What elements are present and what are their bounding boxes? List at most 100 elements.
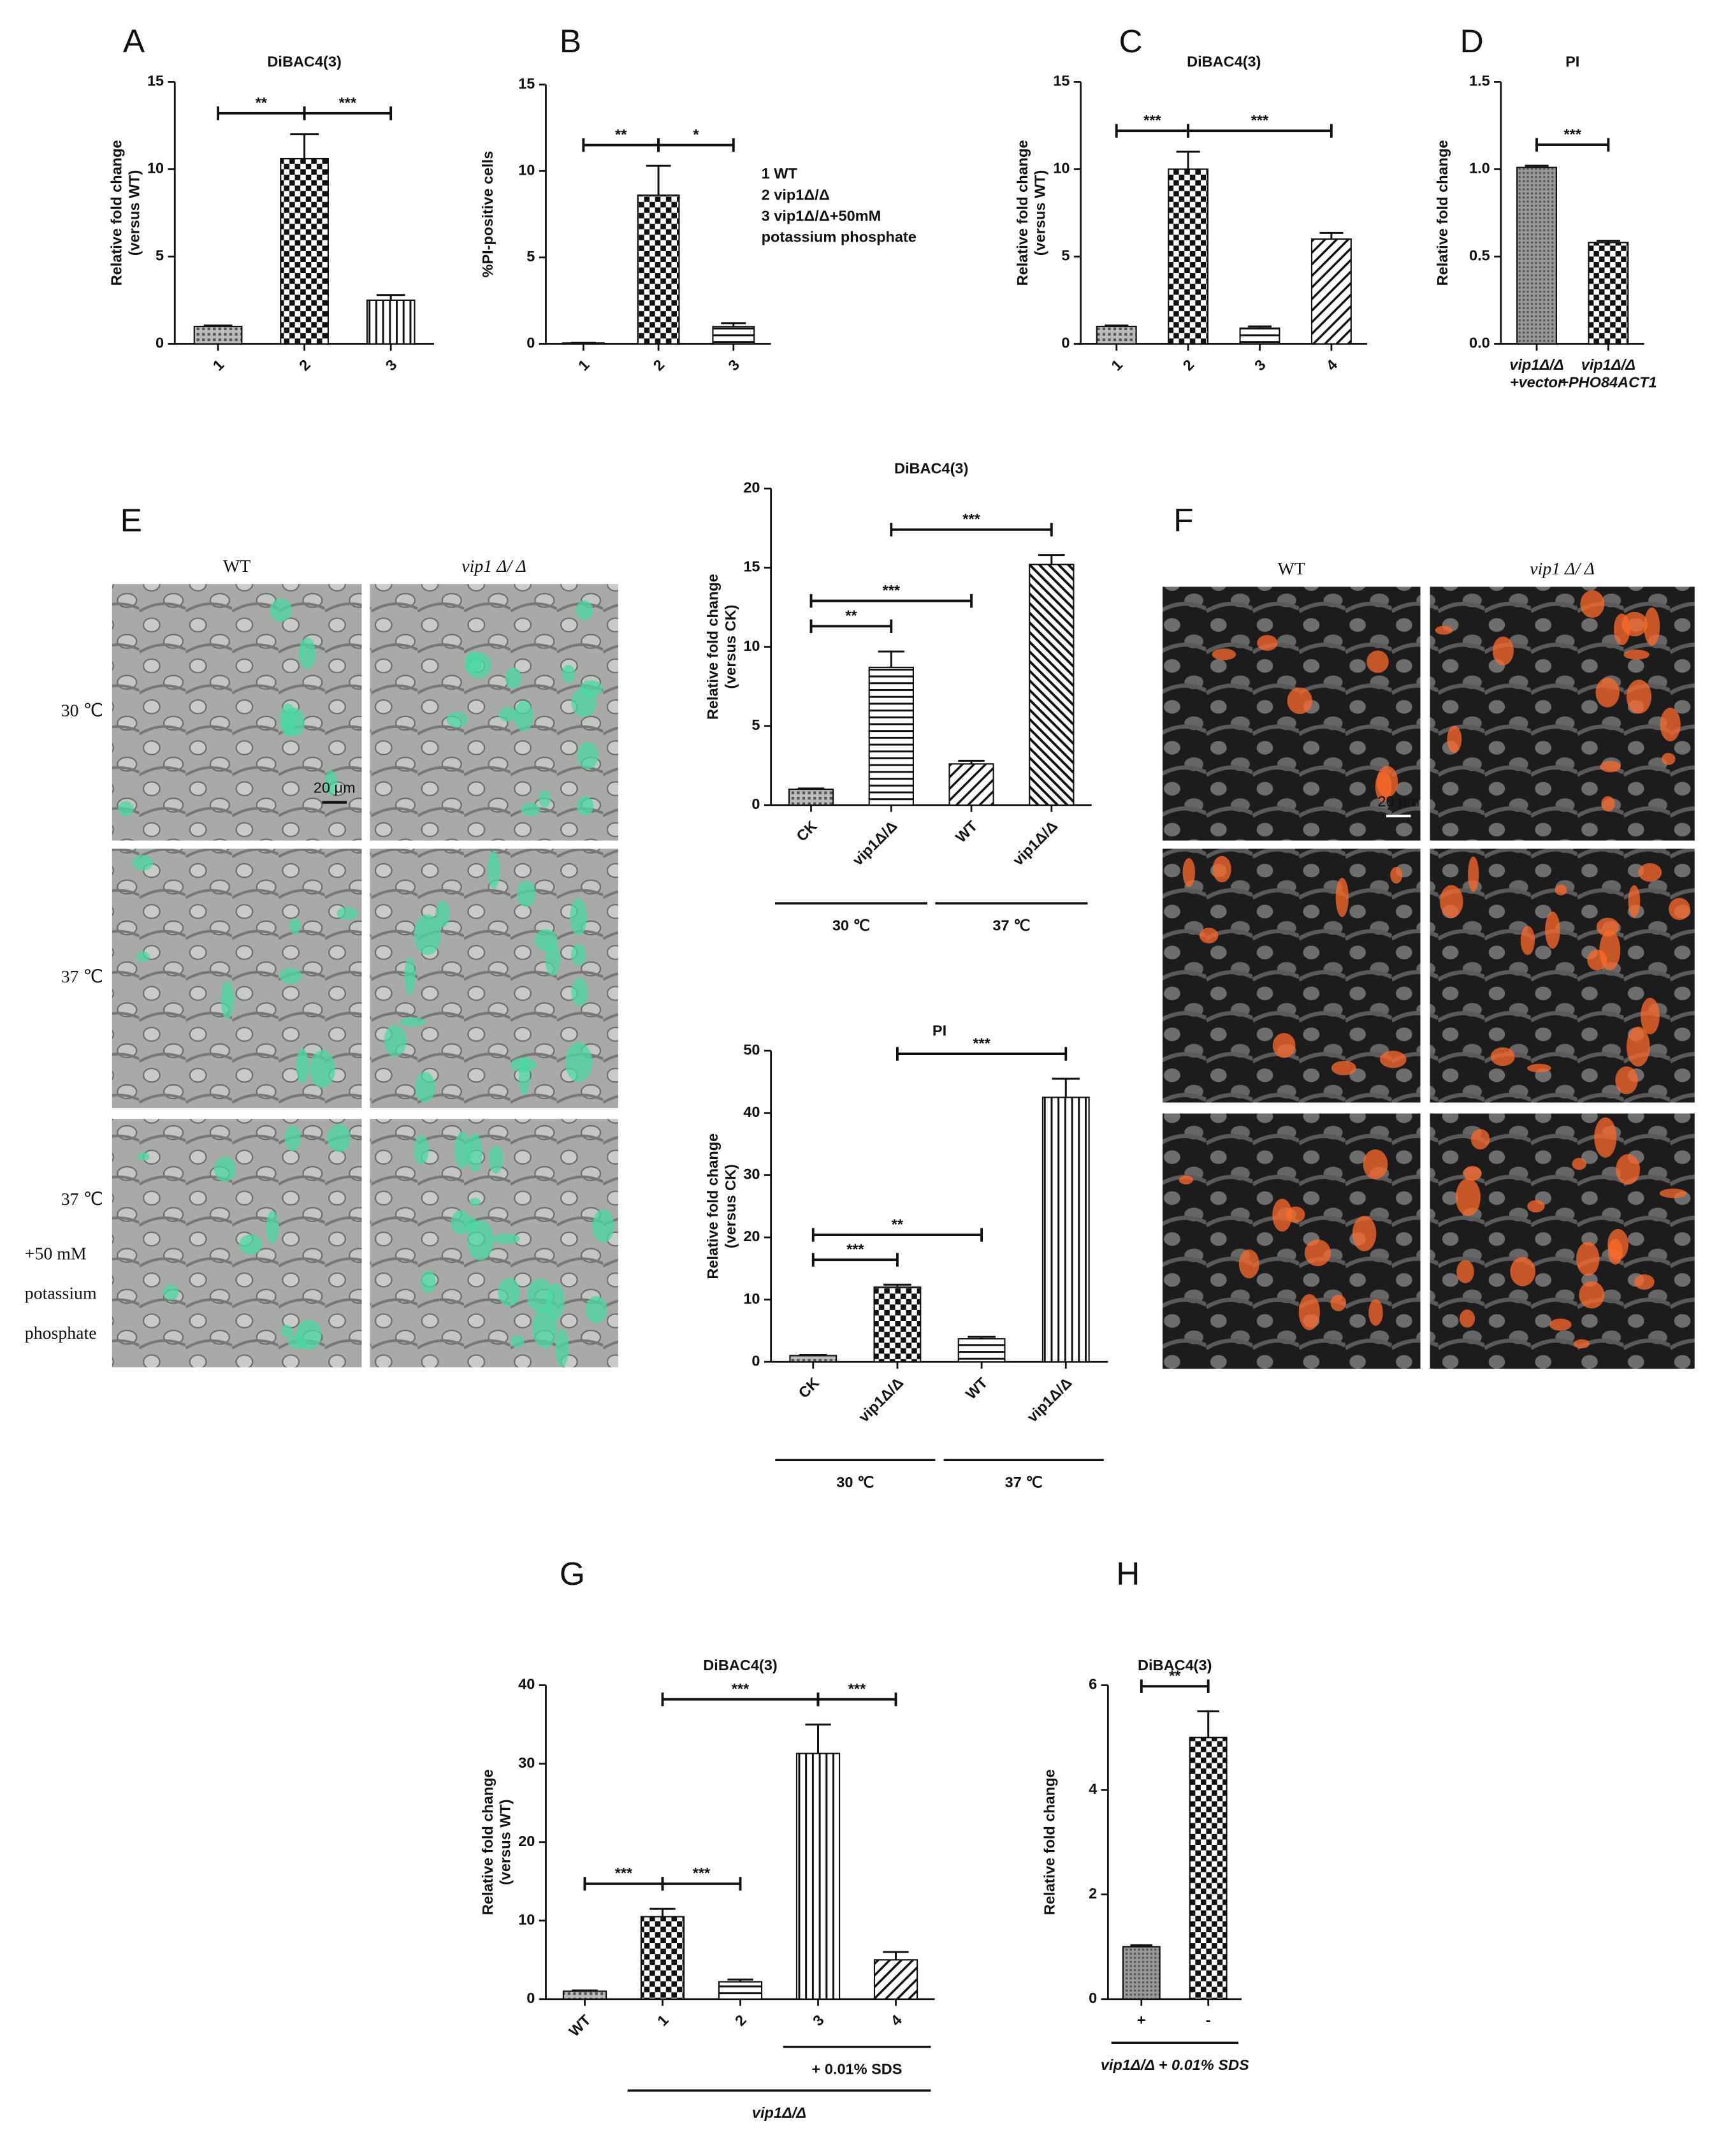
fluorescent-cell [1379, 1051, 1407, 1068]
y-tick-label: 20 [743, 1228, 760, 1244]
x-tick-label: 4 [887, 2011, 905, 2029]
fluorescent-cell [1669, 898, 1690, 921]
error-bar [1052, 1077, 1080, 1098]
fluorescent-cell [163, 1284, 179, 1300]
fluorescent-cell [1352, 1216, 1377, 1251]
x-tick-label: - [1206, 2011, 1211, 2028]
significance-bracket [1535, 138, 1610, 152]
fluorescent-cell [1470, 1128, 1490, 1150]
y-axis-label: (versus CK) [722, 605, 739, 689]
fluorescent-cell [534, 929, 558, 951]
fluorescent-cell [1510, 1256, 1535, 1286]
y-tick-label: 5 [751, 717, 760, 733]
error-bar [958, 759, 985, 764]
fluorescent-cell [270, 598, 293, 622]
fluorescent-cell [1641, 998, 1660, 1035]
legend-text: potassium phosphate [762, 229, 917, 245]
y-tick-label: 20 [743, 479, 760, 496]
fluorescent-cell [413, 1135, 429, 1165]
significance-bracket [809, 619, 893, 634]
x-tick-label: vip1Δ/Δ [855, 1374, 906, 1425]
y-axis-label: Relative fold change [1434, 140, 1451, 286]
x-tick-label: 3 [809, 2011, 827, 2029]
x-tick-label: 1 [1108, 356, 1126, 374]
group-label: 37 ℃ [992, 917, 1030, 934]
fluorescent-cell [298, 637, 316, 669]
y-tick-label: 15 [147, 73, 164, 89]
bar [1096, 325, 1137, 345]
group-label: 30 ℃ [836, 1474, 874, 1490]
fluorescent-cell [309, 1050, 335, 1088]
fluorescent-cell [1468, 856, 1479, 892]
row-label: +50 mM [25, 1244, 87, 1264]
fluorescent-cell [467, 1133, 482, 1172]
column-label: vip1 Δ/ Δ [1530, 559, 1595, 579]
y-tick-label: 0.5 [1469, 247, 1490, 264]
error-bar [1247, 325, 1272, 328]
error-bar [290, 133, 319, 159]
fluorescent-cell [1526, 1063, 1551, 1073]
fluorescent-cell [1601, 796, 1615, 812]
fluorescent-cell [1623, 650, 1650, 660]
fluorescent-cell [1527, 1200, 1545, 1213]
fluorescent-cell [1600, 761, 1621, 773]
y-tick-label: 1.0 [1469, 160, 1490, 177]
fluorescent-cell [571, 977, 588, 1007]
bar [637, 194, 680, 345]
fluorescent-cell [1257, 635, 1278, 651]
fluorescent-cell [132, 855, 154, 871]
y-tick-label: 1.5 [1469, 73, 1490, 89]
significance-label: ** [615, 126, 627, 143]
bar [1168, 168, 1209, 345]
significance-bracket [811, 1253, 899, 1267]
bar [868, 666, 914, 806]
fluorescent-cell [539, 790, 551, 808]
bar [789, 1355, 837, 1363]
significance-label: *** [1563, 126, 1581, 142]
row-label: 30 ℃ [61, 701, 103, 721]
significance-label: * [693, 126, 699, 143]
micrograph [112, 1119, 362, 1367]
x-tick-label: CK [795, 1374, 822, 1401]
fluorescent-cell [266, 1211, 279, 1244]
significance-label: *** [846, 1241, 864, 1257]
y-axis-label: (versus WT) [497, 1799, 514, 1885]
fluorescent-cell [415, 1072, 435, 1103]
y-tick-label: 40 [518, 1676, 535, 1693]
significance-label: ** [892, 1216, 904, 1232]
significance-label: *** [339, 94, 357, 111]
fluorescent-cell [1456, 1260, 1474, 1283]
x-tick-label: WT [952, 817, 981, 846]
column-label: WT [223, 557, 250, 576]
fluorescent-cell [498, 707, 517, 722]
error-bar [572, 1989, 598, 1992]
fluorescent-cell [565, 1042, 593, 1082]
fluorescent-cell [562, 664, 576, 683]
fluorescent-cell [1580, 590, 1605, 618]
fluorescent-cell [1238, 1249, 1259, 1279]
fluorescent-cell [510, 1057, 537, 1072]
y-axis-label: Relative fold change [108, 140, 125, 286]
bar [562, 1990, 607, 2000]
fluorescent-cell [592, 1209, 614, 1243]
chart-title: DiBAC4(3) [1187, 54, 1261, 70]
y-tick-label: 15 [1053, 73, 1070, 89]
y-axis-label: %PI-positive cells [479, 151, 496, 278]
fluorescent-cell [1459, 1309, 1476, 1328]
significance-bracket [303, 106, 393, 120]
x-tick-label: 2 [732, 2011, 750, 2029]
x-tick-label: vip1Δ/Δ [849, 817, 900, 868]
x-tick-label: 4 [1323, 356, 1341, 374]
chart-title: DiBAC4(3) [703, 1657, 777, 1673]
group-label: 30 ℃ [832, 917, 870, 934]
fluorescent-cell [337, 907, 358, 920]
fluorescent-cell [1644, 607, 1660, 646]
y-axis-label: (versus WT) [1032, 170, 1048, 256]
legend-text: 2 vip1Δ/Δ [762, 186, 830, 203]
fluorescent-cell [414, 914, 441, 956]
significance-bracket [1140, 1679, 1210, 1693]
fluorescent-cell [421, 1270, 436, 1293]
significance-bracket [890, 523, 1053, 537]
y-tick-label: 10 [743, 1290, 760, 1307]
significance-bracket [657, 138, 735, 152]
